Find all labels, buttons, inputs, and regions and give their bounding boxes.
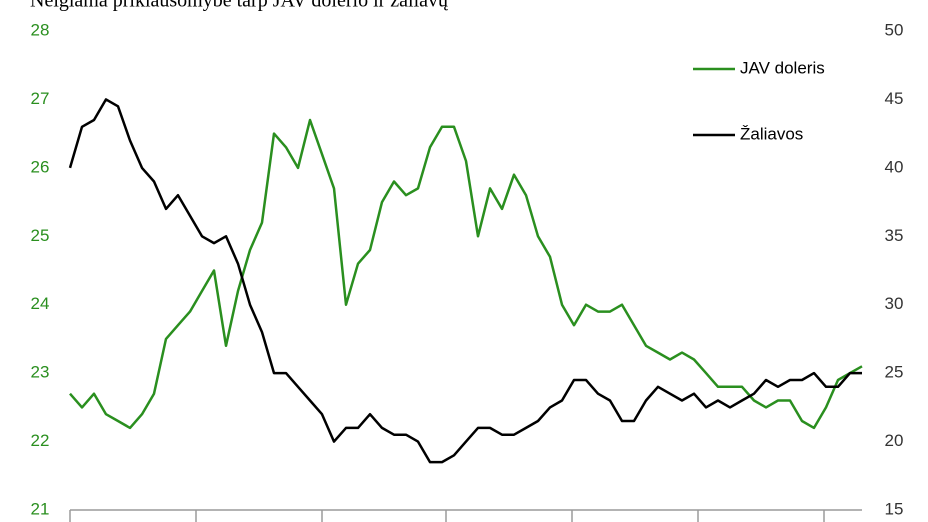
y2-tick-label: 25	[885, 363, 904, 382]
legend-label: Žaliavos	[740, 124, 803, 143]
y2-tick-label: 20	[885, 431, 904, 450]
y-tick-label: 25	[31, 226, 50, 245]
y2-tick-label: 30	[885, 294, 904, 313]
series-line	[68, 98, 862, 464]
x-axis	[69, 509, 862, 522]
y-tick-label: 28	[31, 20, 50, 39]
y2-tick-label: 45	[885, 89, 904, 108]
y2-tick-label: 15	[885, 499, 904, 518]
y2-tick-label: 35	[885, 226, 904, 245]
y2-tick-label: 40	[885, 157, 904, 176]
y-tick-label: 27	[31, 89, 50, 108]
y-tick-label: 21	[31, 499, 50, 518]
y-tick-label: 22	[31, 431, 50, 450]
y-tick-label: 26	[31, 157, 50, 176]
series-line	[69, 118, 863, 430]
legend-label: JAV doleris	[740, 58, 825, 77]
y-tick-label: 23	[31, 363, 50, 382]
y-tick-label: 24	[31, 294, 50, 313]
y2-tick-label: 50	[885, 20, 904, 39]
chart-title: Neigiama priklausomybė tarp JAV dolerio …	[30, 0, 449, 12]
